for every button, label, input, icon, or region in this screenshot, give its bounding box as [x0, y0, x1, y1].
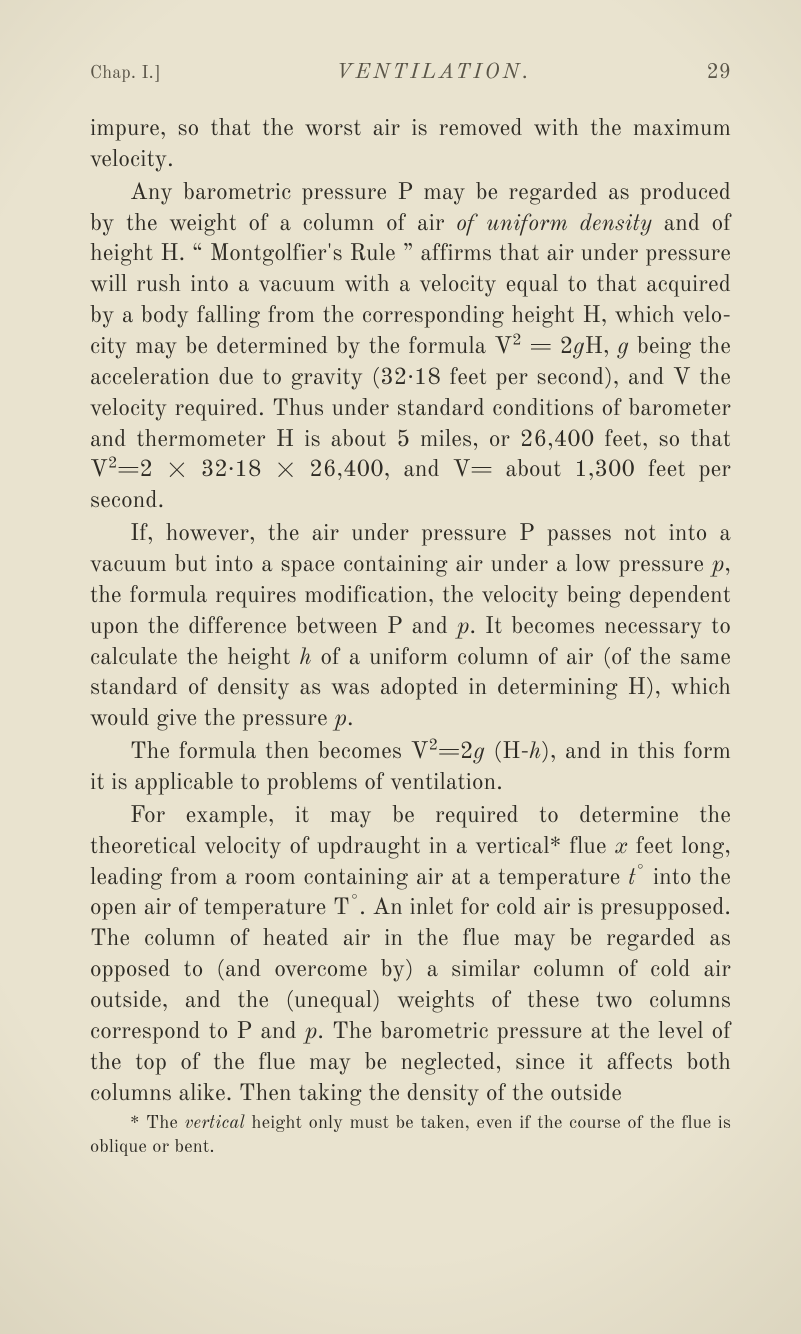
- text: =2 × 32·18 × 26,400, and V= about 1,300 …: [90, 458, 731, 513]
- text: =2: [438, 740, 473, 764]
- paragraph-3: If, however, the air under pressure P pa…: [90, 519, 731, 735]
- paragraph-4: The formula then becomes V2=2g (H-h), an…: [90, 737, 731, 799]
- italic-vertical: vertical: [185, 1115, 245, 1133]
- text: If, however, the air under pressure P pa…: [90, 522, 731, 577]
- text: .: [347, 707, 354, 731]
- footnote: * The vertical height only must be taken…: [90, 1112, 731, 1161]
- italic-p: p: [457, 615, 470, 639]
- text: The formula then becomes V: [130, 740, 429, 764]
- header-page-number: 29: [707, 60, 731, 86]
- italic-p: p: [712, 553, 725, 577]
- italic-g: g: [573, 335, 584, 359]
- header-chapter: Chap. I.]: [90, 63, 161, 85]
- degree-symbol: °: [636, 863, 646, 879]
- italic-h: h: [300, 646, 312, 670]
- text: * The: [130, 1115, 185, 1133]
- degree-symbol: °: [350, 894, 360, 910]
- italic-t: t: [628, 866, 636, 890]
- italic-of-uniform-density: of uniform density: [456, 212, 652, 236]
- paragraph-1: impure, so that the worst air is removed…: [90, 114, 731, 176]
- italic-x: x: [615, 835, 628, 859]
- superscript-2: 2: [512, 332, 522, 348]
- text: (H-: [485, 740, 529, 764]
- running-header: Chap. I.] VENTILATION. 29: [90, 60, 731, 86]
- text: = 2: [522, 335, 574, 359]
- header-title: VENTILATION.: [337, 60, 531, 86]
- page: Chap. I.] VENTILATION. 29 impure, so tha…: [0, 0, 801, 1334]
- text: H,: [585, 335, 618, 359]
- text: impure, so that the worst air is removed…: [90, 117, 731, 172]
- paragraph-5: For example, it may be required to deter…: [90, 801, 731, 1110]
- italic-g: g: [618, 335, 629, 359]
- italic-p: p: [334, 707, 347, 731]
- italic-h: h: [529, 740, 541, 764]
- italic-g: g: [474, 740, 485, 764]
- body-text: impure, so that the worst air is removed…: [90, 114, 731, 1160]
- paragraph-2: Any barometric pressure P may be regarde…: [90, 178, 731, 517]
- superscript-2: 2: [108, 456, 118, 472]
- italic-p: p: [305, 1020, 318, 1044]
- superscript-2: 2: [429, 737, 439, 753]
